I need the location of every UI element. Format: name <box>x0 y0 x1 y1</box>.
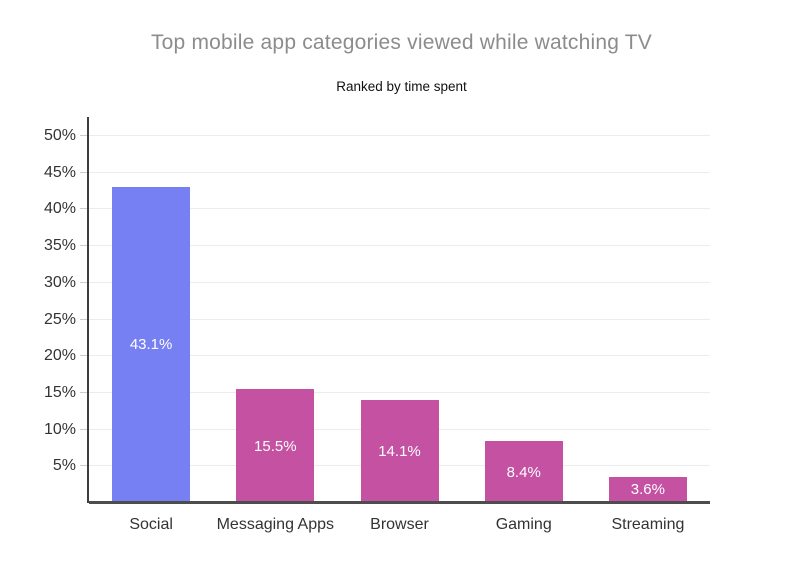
bar-social: 43.1% <box>112 186 191 503</box>
y-tick-label: 25% <box>43 310 76 328</box>
bar-band-messaging-apps: 15.5% <box>213 117 337 503</box>
bar-value-label: 8.4% <box>506 463 541 481</box>
y-tick-mark <box>80 281 89 283</box>
y-tick-mark <box>80 318 89 320</box>
gridline-30% <box>80 281 710 283</box>
bar-band-social: 43.1% <box>89 117 213 503</box>
gridline-35% <box>80 245 710 247</box>
gridline-20% <box>80 355 710 357</box>
x-axis-line <box>89 501 710 504</box>
bar-band-browser: 14.1% <box>337 117 461 503</box>
chart-title: Top mobile app categories viewed while w… <box>150 31 653 54</box>
gridline-45% <box>80 171 710 173</box>
bar-streaming: 3.6% <box>608 476 687 503</box>
x-axis-label-messaging-apps: Messaging Apps <box>216 516 334 533</box>
bar-value-label: 3.6% <box>630 481 665 499</box>
bar-browser: 14.1% <box>360 399 439 503</box>
bar-messaging-apps: 15.5% <box>236 389 315 503</box>
plot-area: 5% 10% 15% 20% 25% 30% 35% 40% 45% 50% 43.1% 15.5%… <box>44 117 710 504</box>
y-tick-mark <box>80 391 89 393</box>
y-tick-label: 20% <box>43 347 76 365</box>
x-axis-label-browser: Browser <box>370 516 429 533</box>
y-tick-mark <box>80 171 89 173</box>
x-axis-label-gaming: Gaming <box>495 516 552 533</box>
bar-band-gaming: 8.4% <box>462 117 586 503</box>
y-axis-line <box>87 117 89 503</box>
gridline-40% <box>80 208 710 210</box>
gridline-50% <box>80 135 710 136</box>
y-tick-label: 35% <box>43 237 76 255</box>
bar-band-streaming: 3.6% <box>586 117 710 503</box>
bar-value-label: 14.1% <box>378 442 421 460</box>
gridline-15% <box>80 391 710 393</box>
y-tick-label: 50% <box>43 127 76 144</box>
bar-value-label: 15.5% <box>254 437 297 455</box>
y-tick-mark <box>80 428 89 430</box>
bars-row: 43.1% 15.5% 14.1% 8.4% 3.6% <box>89 117 710 503</box>
y-tick-label: 5% <box>52 457 76 475</box>
y-tick-label: 45% <box>43 163 76 181</box>
y-tick-mark <box>80 465 89 467</box>
gridline-25% <box>80 318 710 320</box>
y-tick-mark <box>80 355 89 357</box>
y-tick-label: 40% <box>43 200 76 218</box>
bar-value-label: 43.1% <box>129 336 173 354</box>
y-tick-label: 15% <box>43 383 76 401</box>
x-axis-category-labels: Social Messaging Apps Browser Gaming Streami… <box>89 516 710 534</box>
y-tick-mark <box>80 135 89 136</box>
x-axis-label-streaming: Streaming <box>611 516 685 533</box>
chart-subtitle: Ranked by time spent <box>336 79 467 94</box>
y-tick-mark <box>80 245 89 247</box>
y-tick-mark <box>80 208 89 210</box>
x-axis-label-social: Social <box>129 516 173 533</box>
bar-gaming: 8.4% <box>484 441 563 503</box>
y-tick-label: 10% <box>43 420 76 438</box>
y-tick-label: 30% <box>43 273 76 291</box>
